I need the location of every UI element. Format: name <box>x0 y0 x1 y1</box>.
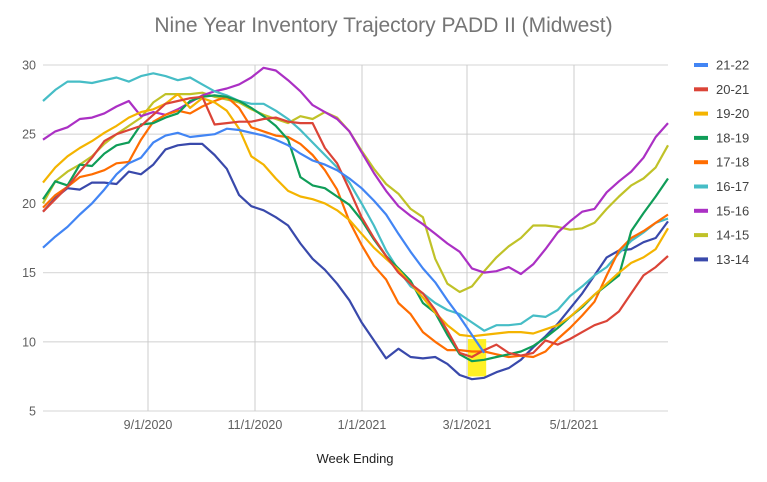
series-line-13-14 <box>42 142 669 381</box>
x-axis-title: Week Ending <box>316 451 393 466</box>
y-tick-label: 25 <box>22 128 36 142</box>
y-tick-label: 30 <box>22 59 36 73</box>
legend-item-18-19[interactable]: 18-19 <box>694 130 749 145</box>
y-tick-label: 15 <box>22 266 36 280</box>
y-axis-tick-labels: 5 10 15 20 25 30 <box>22 59 36 419</box>
series-line-18-19 <box>42 94 669 363</box>
legend-item-15-16[interactable]: 15-16 <box>694 203 749 218</box>
y-tick-label: 10 <box>22 335 36 349</box>
chart-title: Nine Year Inventory Trajectory PADD II (… <box>154 14 613 37</box>
series-line-20-21 <box>42 95 669 359</box>
legend-label: 21-22 <box>716 58 749 73</box>
legend-label: 20-21 <box>716 82 749 97</box>
legend-label: 19-20 <box>716 106 749 121</box>
legend-item-19-20[interactable]: 19-20 <box>694 106 749 121</box>
x-tick-label: 9/1/2020 <box>124 418 173 432</box>
legend-label: 15-16 <box>716 203 749 218</box>
series-line-19-20 <box>42 92 669 338</box>
x-tick-label: 3/1/2021 <box>443 418 492 432</box>
legend-label: 16-17 <box>716 179 749 194</box>
x-tick-label: 1/1/2021 <box>338 418 387 432</box>
legend-label: 17-18 <box>716 155 749 170</box>
legend-item-13-14[interactable]: 13-14 <box>694 252 749 267</box>
legend-item-16-17[interactable]: 16-17 <box>694 179 749 194</box>
legend-item-21-22[interactable]: 21-22 <box>694 58 749 73</box>
legend-item-20-21[interactable]: 20-21 <box>694 82 749 97</box>
x-axis-tick-labels: 9/1/2020 11/1/2020 1/1/2021 3/1/2021 5/1/202… <box>124 418 599 432</box>
y-tick-label: 5 <box>29 405 36 419</box>
x-tick-label: 5/1/2021 <box>550 418 599 432</box>
series-line-15-16 <box>42 66 669 276</box>
legend-label: 13-14 <box>716 252 749 267</box>
y-tick-label: 20 <box>22 197 36 211</box>
series-line-17-18 <box>42 95 669 359</box>
series-lines <box>42 66 669 381</box>
legend-label: 14-15 <box>716 228 749 243</box>
series-line-21-22 <box>42 127 486 354</box>
x-tick-label: 11/1/2020 <box>228 418 283 432</box>
legend-item-17-18[interactable]: 17-18 <box>694 155 749 170</box>
vertical-gridlines <box>147 65 575 411</box>
legend: 21-22 20-21 19-20 18-19 17-18 16-17 15-16 14-15… <box>694 58 749 267</box>
legend-item-14-15[interactable]: 14-15 <box>694 228 749 243</box>
legend-label: 18-19 <box>716 130 749 145</box>
series-line-16-17 <box>42 72 669 332</box>
